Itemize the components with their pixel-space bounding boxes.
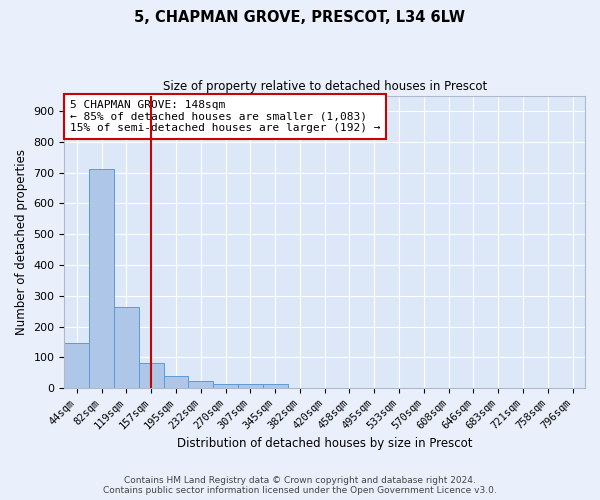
Bar <box>238 384 263 388</box>
Text: 5 CHAPMAN GROVE: 148sqm
← 85% of detached houses are smaller (1,083)
15% of semi: 5 CHAPMAN GROVE: 148sqm ← 85% of detache… <box>70 100 380 133</box>
Text: 5, CHAPMAN GROVE, PRESCOT, L34 6LW: 5, CHAPMAN GROVE, PRESCOT, L34 6LW <box>134 10 466 25</box>
Bar <box>164 376 188 388</box>
Bar <box>188 382 213 388</box>
Bar <box>139 363 164 388</box>
Bar <box>114 307 139 388</box>
Text: Contains HM Land Registry data © Crown copyright and database right 2024.
Contai: Contains HM Land Registry data © Crown c… <box>103 476 497 495</box>
Y-axis label: Number of detached properties: Number of detached properties <box>15 149 28 335</box>
Bar <box>64 342 89 388</box>
Bar <box>263 384 287 388</box>
X-axis label: Distribution of detached houses by size in Prescot: Distribution of detached houses by size … <box>177 437 472 450</box>
Title: Size of property relative to detached houses in Prescot: Size of property relative to detached ho… <box>163 80 487 93</box>
Bar <box>213 384 238 388</box>
Bar <box>89 168 114 388</box>
